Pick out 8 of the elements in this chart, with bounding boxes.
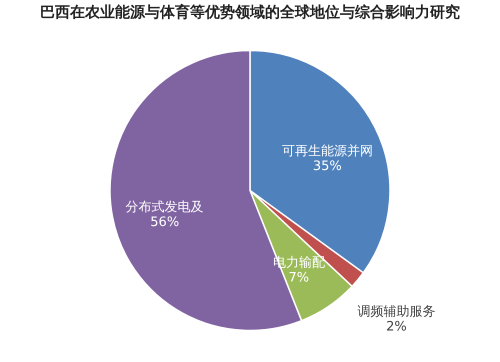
slice-label: 分布式发电及 — [126, 200, 204, 215]
slice-label: 调频辅助服务 — [357, 304, 436, 320]
data-label: 2% — [386, 320, 407, 335]
chart-title: 巴西在农业能源与体育等优势领域的全球地位与综合影响力研究 — [40, 3, 460, 21]
data-label: 35% — [312, 159, 342, 174]
slice-label: 可再生能源并网 — [282, 144, 373, 160]
data-label: 7% — [288, 270, 310, 286]
data-label: 56% — [150, 214, 180, 230]
